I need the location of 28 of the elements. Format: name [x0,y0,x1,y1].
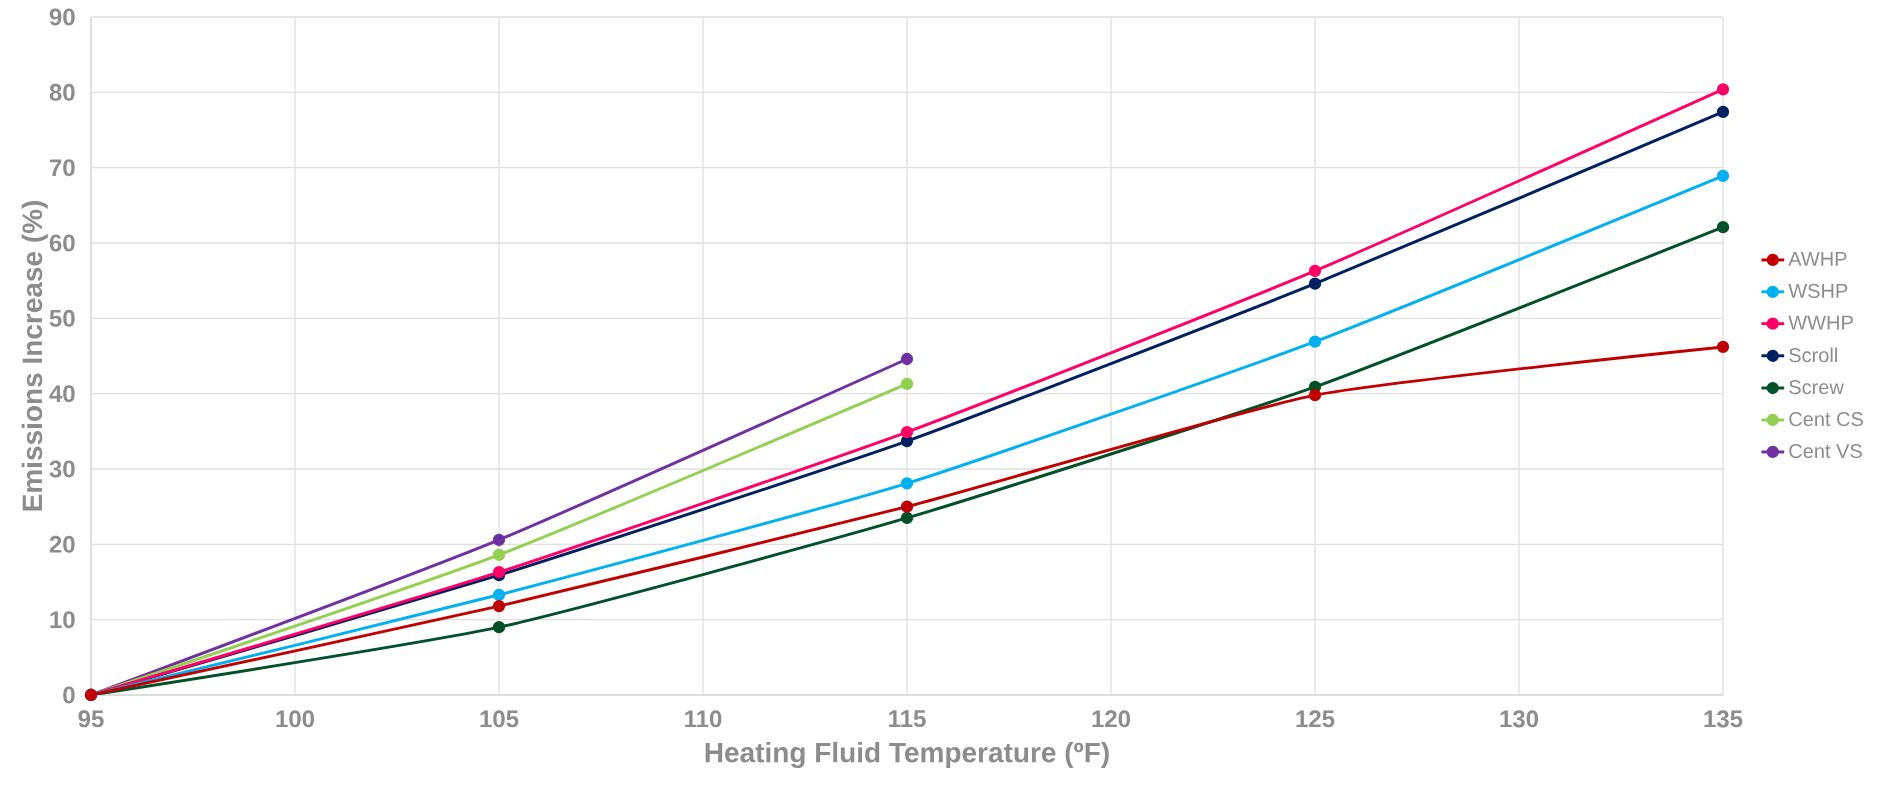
x-tick-label: 110 [685,710,722,728]
x-tick-label: 95 [78,710,104,728]
x-tick-label: 125 [1296,710,1335,728]
y-tick-label: 90 [49,8,75,26]
y-tick-label: 0 [63,686,75,704]
legend-label: AWHP [1788,252,1847,266]
x-tick-label: 135 [1704,710,1743,728]
x-tick-label: 130 [1500,710,1539,728]
y-tick-label: 70 [49,159,75,177]
x-tick-label: 120 [1092,710,1131,728]
legend-label: Cent VS [1789,443,1862,459]
y-tick-label: 10 [50,611,75,629]
y-tick-label: 80 [49,83,75,101]
legend-label: Screw [1789,380,1844,395]
x-tick-label: 100 [276,710,315,728]
y-tick-label: 50 [49,309,75,327]
y-axis-title: Emissions Increase (%) [21,201,48,511]
y-tick-label: 20 [49,535,75,553]
y-tick-label: 30 [49,460,75,478]
legend-label: WSHP [1788,283,1848,298]
x-axis-title: Heating Fluid Temperature (ºF) [705,741,1109,769]
x-tick-label: 115 [889,710,926,728]
y-tick-label: 40 [49,385,75,403]
y-tick-label: 60 [49,234,75,252]
x-tick-label: 105 [480,710,519,728]
legend-label: Scroll [1789,347,1837,363]
legend-label: Cent CS [1789,412,1863,427]
legend-label: WWHP [1788,315,1853,330]
